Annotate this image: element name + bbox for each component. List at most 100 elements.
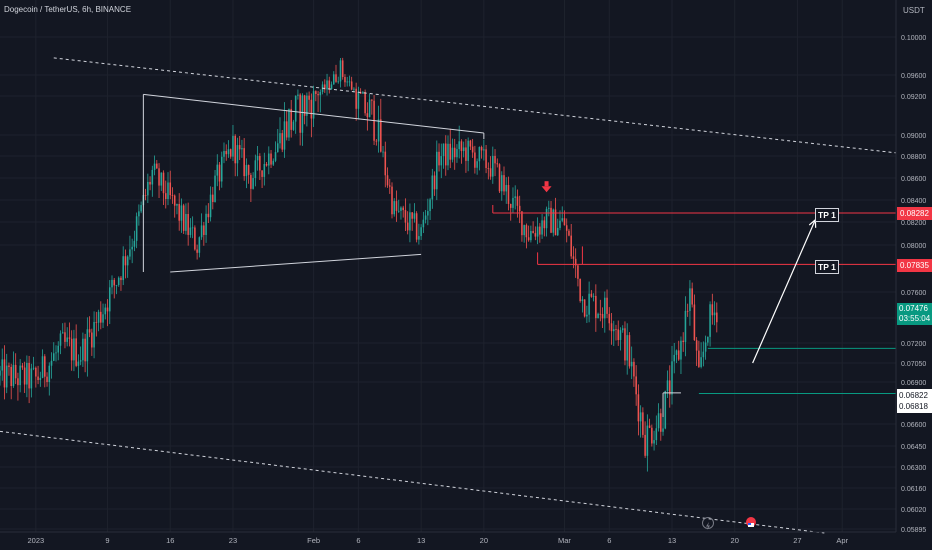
lightning-icon[interactable] bbox=[702, 517, 714, 530]
candle-body bbox=[68, 337, 71, 339]
candle-body bbox=[332, 74, 335, 85]
candle bbox=[274, 141, 277, 163]
candle bbox=[178, 193, 180, 231]
candle-body bbox=[64, 332, 66, 342]
candle bbox=[382, 146, 384, 158]
candle-body bbox=[135, 216, 138, 241]
candle bbox=[306, 92, 308, 127]
candle-body bbox=[664, 390, 667, 429]
candle-body bbox=[536, 226, 539, 237]
candle-body bbox=[108, 287, 111, 312]
candle bbox=[568, 228, 570, 237]
candle-body bbox=[350, 81, 353, 90]
candle-body bbox=[604, 297, 606, 319]
candle-body bbox=[120, 277, 122, 281]
flag-icon[interactable] bbox=[746, 517, 756, 527]
candle bbox=[317, 91, 319, 112]
candle-body bbox=[709, 304, 711, 337]
price-tick-13: 0.06900 bbox=[901, 380, 926, 387]
tp1-mid-label[interactable]: TP 1 bbox=[815, 260, 839, 274]
candle bbox=[238, 135, 241, 160]
candle-body bbox=[178, 203, 180, 221]
candle bbox=[205, 205, 207, 243]
candle-body bbox=[695, 340, 698, 351]
candle bbox=[368, 93, 371, 118]
candle bbox=[388, 178, 391, 194]
candle-body bbox=[498, 164, 501, 192]
candle-body bbox=[259, 155, 261, 171]
candle-body bbox=[483, 149, 485, 151]
candle-body bbox=[0, 370, 1, 376]
candle bbox=[254, 154, 257, 187]
price-tick-0: 0.10000 bbox=[901, 35, 926, 42]
candle bbox=[686, 303, 689, 317]
candle bbox=[427, 198, 429, 226]
candle bbox=[646, 414, 649, 472]
candle-body bbox=[431, 175, 434, 200]
time-tick-10: 13 bbox=[668, 536, 676, 545]
time-tick-13: Apr bbox=[836, 536, 848, 545]
candle-body bbox=[704, 342, 707, 352]
candle-body bbox=[79, 360, 82, 362]
candle bbox=[324, 79, 326, 93]
candle-body bbox=[315, 91, 317, 94]
candle bbox=[209, 186, 212, 222]
candle-body bbox=[82, 338, 84, 361]
candle-body bbox=[458, 141, 460, 150]
candle-body bbox=[698, 350, 700, 367]
candle bbox=[364, 89, 366, 116]
candle bbox=[335, 64, 337, 83]
candle bbox=[577, 264, 579, 287]
candle-body bbox=[595, 295, 597, 319]
candle-body bbox=[265, 163, 268, 166]
candle bbox=[32, 356, 35, 371]
candle-body bbox=[200, 225, 203, 238]
candle-body bbox=[400, 207, 402, 211]
candle bbox=[393, 198, 396, 217]
candle-body bbox=[660, 413, 662, 432]
candle-body bbox=[19, 365, 21, 386]
candle bbox=[438, 143, 440, 172]
candle-body bbox=[518, 205, 521, 212]
time-tick-5: 6 bbox=[356, 536, 360, 545]
candle bbox=[698, 340, 700, 368]
candle-body bbox=[621, 328, 624, 331]
candle bbox=[140, 201, 142, 214]
candle-body bbox=[245, 164, 248, 177]
candle-body bbox=[429, 199, 431, 212]
candle bbox=[451, 138, 454, 163]
time-axis[interactable]: 2023 9 16 23 Feb 6 13 20 Mar 6 13 20 27 Apr bbox=[0, 531, 896, 545]
candle bbox=[66, 327, 68, 347]
tp1-top-label[interactable]: TP 1 bbox=[815, 208, 839, 222]
candle-body bbox=[14, 364, 17, 379]
candle bbox=[411, 212, 413, 231]
candle bbox=[662, 413, 664, 436]
candle bbox=[144, 188, 147, 201]
candle bbox=[532, 221, 534, 234]
candle-body bbox=[30, 368, 33, 389]
candle-body bbox=[17, 378, 19, 386]
candle-body bbox=[151, 169, 154, 185]
candle-body bbox=[639, 412, 642, 422]
candle-body bbox=[565, 225, 568, 231]
candle-body bbox=[232, 135, 234, 157]
candle bbox=[220, 151, 223, 188]
candle bbox=[82, 332, 84, 367]
candle-body bbox=[35, 367, 37, 377]
candle bbox=[196, 244, 198, 260]
candle-body bbox=[444, 143, 447, 166]
level2-price-label: 0.07835 bbox=[897, 259, 932, 272]
candle-body bbox=[662, 428, 664, 432]
candle-body bbox=[207, 213, 210, 218]
candle bbox=[214, 170, 216, 203]
candle bbox=[655, 415, 658, 445]
candle-body bbox=[523, 225, 525, 236]
candle bbox=[534, 226, 537, 241]
candle-body bbox=[420, 227, 422, 237]
time-tick-12: 27 bbox=[793, 536, 801, 545]
price-axis[interactable]: 0.10000 0.09600 0.09200 0.09000 0.08800 0.086… bbox=[895, 0, 926, 534]
candle bbox=[440, 143, 443, 179]
candle bbox=[120, 275, 122, 291]
candle bbox=[404, 198, 407, 232]
